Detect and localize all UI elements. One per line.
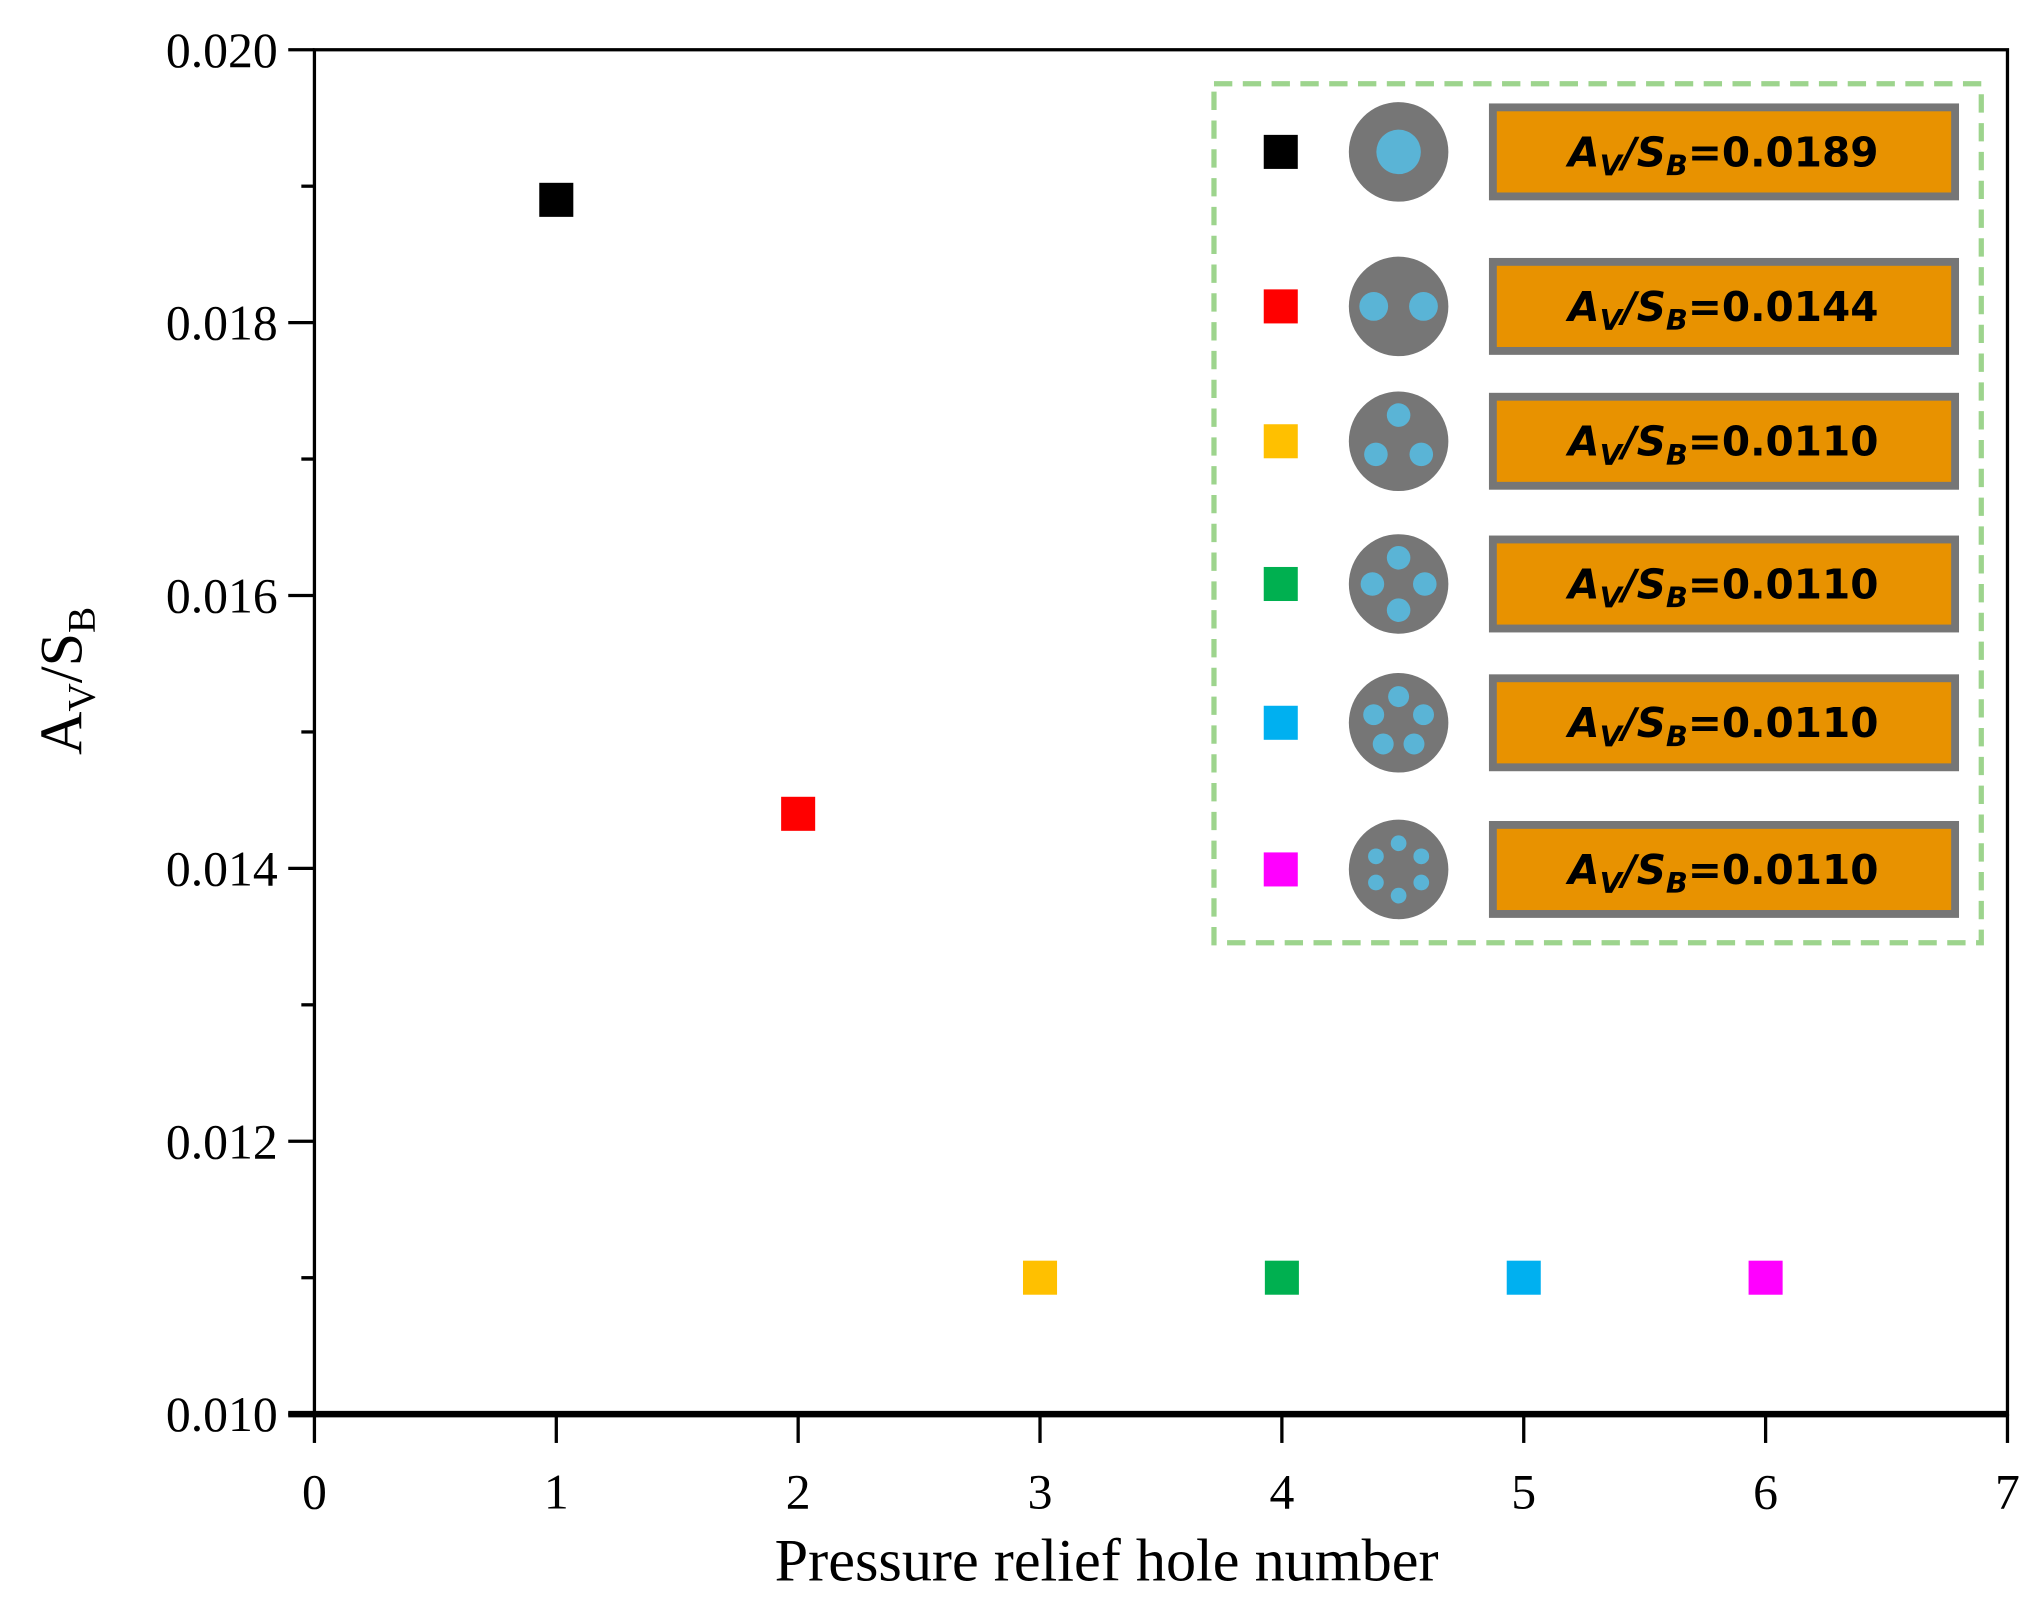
y-tick-label: 0.012 <box>166 1114 278 1169</box>
area-ratio-label-box <box>1488 257 1960 355</box>
hole-icon <box>1388 686 1410 708</box>
legend: AV/SB=0.0189 AV/SB=0.0144 AV/SB=0.0110 AV/S… <box>1211 81 1984 946</box>
x-tick-label: 2 <box>786 1464 811 1519</box>
area-ratio-label-box <box>1488 674 1960 772</box>
x-tick-label: 1 <box>544 1464 569 1519</box>
y-tick-label: 0.016 <box>166 569 278 624</box>
y-tick-label: 0.018 <box>166 296 278 351</box>
hole-icon <box>1413 848 1430 865</box>
hole-icon <box>1368 874 1384 891</box>
area-ratio-label: AV/SB=0.0144 <box>1565 283 1878 337</box>
area-ratio-label: AV/SB=0.0110 <box>1565 418 1878 472</box>
hole-icon <box>1403 733 1425 755</box>
legend-marker <box>1263 289 1298 324</box>
hole-layout-icon <box>1348 534 1449 634</box>
hole-icon <box>1363 704 1385 726</box>
hole-layout-icon <box>1348 256 1449 357</box>
x-tick-label: 5 <box>1511 1464 1536 1519</box>
data-point <box>1022 1260 1058 1295</box>
legend-marker <box>1263 424 1298 459</box>
axes: 0 1 2 3 4 5 6 7 0.010 0.012 0.014 0.016 0.018 0.020 <box>166 23 2020 1520</box>
hole-icon <box>1409 442 1434 467</box>
hole-icon <box>1413 704 1434 726</box>
legend-marker <box>1263 852 1298 887</box>
data-points <box>539 182 1783 1295</box>
y-tick-label: 0.010 <box>166 1387 278 1442</box>
hole-icon <box>1360 572 1385 596</box>
area-ratio-label-box <box>1488 103 1960 201</box>
data-point <box>781 796 816 831</box>
hole-icon <box>1413 874 1430 891</box>
hole-icon <box>1386 598 1411 622</box>
area-ratio-label-box <box>1488 535 1960 633</box>
data-point <box>1264 1260 1299 1295</box>
hole-icon <box>1359 291 1389 321</box>
area-ratio-label-box <box>1488 392 1960 490</box>
hole-icon <box>1368 848 1384 865</box>
area-ratio-label: AV/SB=0.0110 <box>1565 846 1878 900</box>
x-tick-label: 6 <box>1753 1464 1778 1519</box>
x-axis-label: Pressure relief hole number <box>775 1527 1439 1594</box>
hole-icon <box>1390 887 1407 904</box>
hole-icon <box>1386 546 1411 570</box>
x-tick-label: 0 <box>302 1464 327 1519</box>
x-tick-label: 3 <box>1028 1464 1053 1519</box>
hole-layout-icon <box>1348 819 1449 920</box>
data-point <box>1748 1260 1783 1295</box>
y-tick-label: 0.020 <box>166 23 278 78</box>
y-axis-label: AV/SB <box>28 607 103 755</box>
area-ratio-label: AV/SB=0.0110 <box>1565 560 1878 614</box>
area-ratio-label: AV/SB=0.0189 <box>1565 128 1878 182</box>
hole-icon <box>1364 442 1388 467</box>
hole-icon <box>1409 291 1438 321</box>
x-tick-label: 7 <box>1995 1464 2020 1519</box>
hole-icon <box>1376 129 1421 175</box>
data-point <box>1506 1260 1541 1295</box>
y-tick-label: 0.014 <box>166 841 278 896</box>
legend-marker <box>1263 566 1298 602</box>
hole-icon <box>1372 733 1394 755</box>
area-ratio-label: AV/SB=0.0110 <box>1565 699 1878 753</box>
hole-icon <box>1386 403 1411 427</box>
hole-layout-icon <box>1348 391 1449 492</box>
legend-marker <box>1263 134 1298 169</box>
legend-marker <box>1263 705 1298 740</box>
data-point <box>539 182 574 217</box>
x-tick-label: 4 <box>1269 1464 1294 1519</box>
area-ratio-label-box <box>1488 820 1960 918</box>
hole-icon <box>1390 835 1407 852</box>
hole-icon <box>1413 572 1437 596</box>
legend-box <box>1211 81 1984 946</box>
